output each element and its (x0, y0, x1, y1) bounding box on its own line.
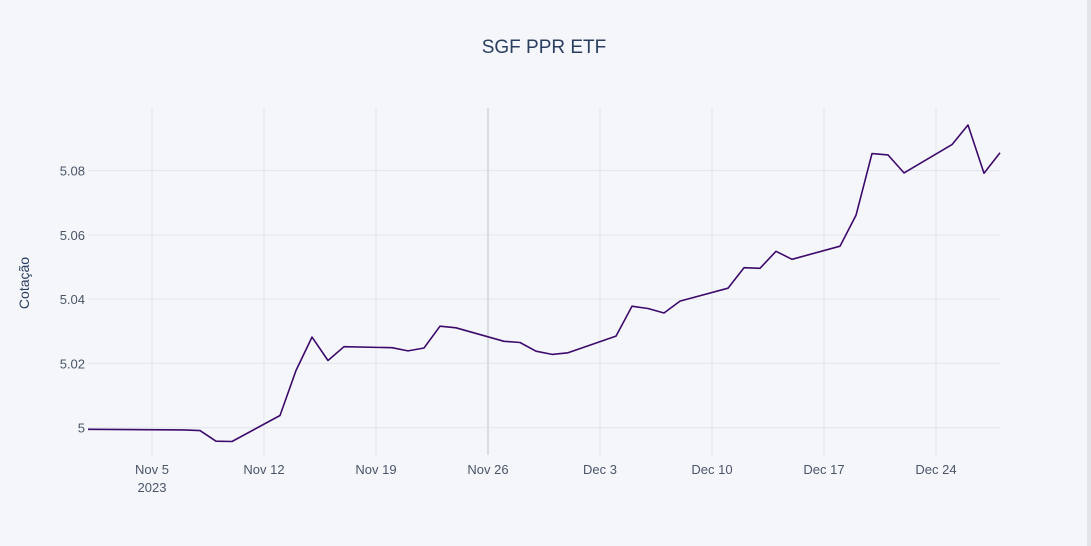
data-point (838, 244, 843, 249)
x-tick-label: Nov 5 (135, 462, 169, 477)
data-point (646, 306, 651, 311)
y-tick-label: 5.06 (60, 228, 85, 243)
data-point (294, 368, 299, 373)
y-tick-label: 5 (78, 421, 85, 436)
data-point (326, 358, 331, 363)
y-axis-ticks: 5 5.02 5.04 5.06 5.08 (60, 164, 85, 436)
x-tick-label: Dec 24 (915, 462, 956, 477)
chart-title: SGF PPR ETF (482, 37, 607, 58)
data-point (438, 324, 443, 329)
data-point (182, 427, 187, 432)
scrollbar[interactable] (1087, 0, 1091, 546)
x-tick-label: Nov 26 (467, 462, 508, 477)
data-point (854, 213, 859, 218)
data-point (886, 152, 891, 157)
x-tick-label: Nov 19 (355, 462, 396, 477)
x-tick-label: Dec 10 (691, 462, 732, 477)
data-point (214, 439, 219, 444)
data-point (630, 304, 635, 309)
data-point (534, 349, 539, 354)
data-point (902, 170, 907, 175)
x-axis-ticks: Nov 5 2023 Nov 12 Nov 19 Nov 26 Dec 3 Dec 10 De… (135, 462, 957, 495)
data-point (390, 345, 395, 350)
data-point (198, 428, 203, 433)
data-point (518, 340, 523, 345)
data-point (502, 339, 507, 344)
gridlines (88, 108, 1000, 455)
data-point (614, 334, 619, 339)
data-point (870, 151, 875, 156)
data-point (726, 286, 731, 291)
y-tick-label: 5.08 (60, 164, 85, 179)
data-point (230, 439, 235, 444)
x-tick-label: Dec 3 (583, 462, 617, 477)
x-tick-label: Dec 17 (803, 462, 844, 477)
y-tick-label: 5.04 (60, 292, 85, 307)
data-point (790, 257, 795, 262)
x-tick-label: Nov 12 (243, 462, 284, 477)
data-point (86, 427, 91, 432)
series-layer (86, 123, 1003, 444)
data-point (454, 325, 459, 330)
data-point (566, 350, 571, 355)
y-tick-label: 5.02 (60, 356, 85, 371)
data-point (342, 344, 347, 349)
data-point (966, 123, 971, 128)
data-point (678, 299, 683, 304)
data-point (774, 249, 779, 254)
data-point (422, 346, 427, 351)
data-point (998, 150, 1003, 155)
data-point (278, 413, 283, 418)
y-axis-label: Cotação (16, 257, 32, 309)
data-point (550, 352, 555, 357)
data-point (758, 266, 763, 271)
data-point (742, 265, 747, 270)
data-point (662, 311, 667, 316)
x-tick-year-label: 2023 (138, 480, 167, 495)
data-point (950, 142, 955, 147)
series-line (87, 124, 1001, 443)
data-point (310, 335, 315, 340)
data-point (406, 348, 411, 353)
data-point (982, 171, 987, 176)
